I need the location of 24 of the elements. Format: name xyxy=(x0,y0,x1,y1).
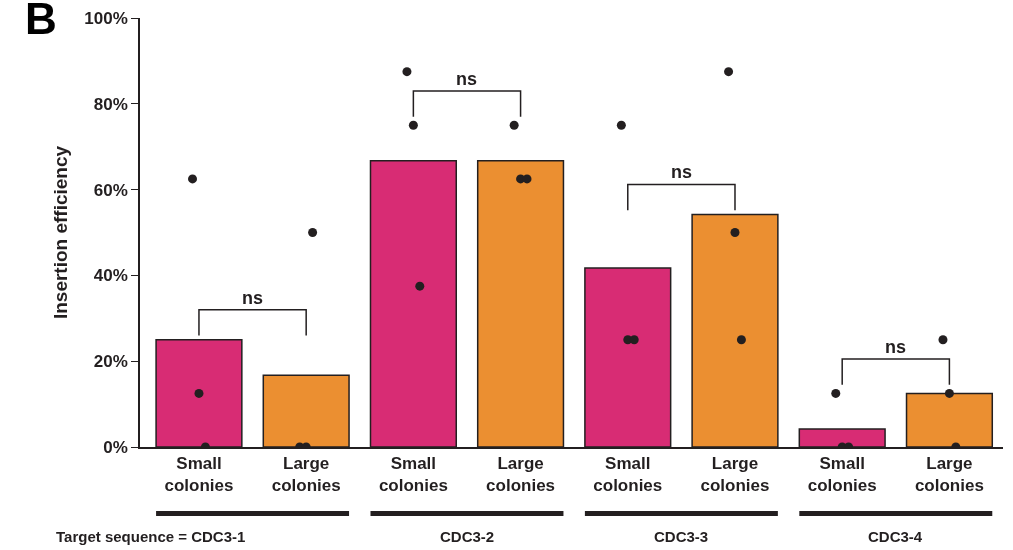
text: Target sequence = CDC3-1 xyxy=(56,528,246,545)
y-tick-label: 40% xyxy=(93,266,128,286)
y-tick-label: 0% xyxy=(103,437,128,457)
x-tick-label: Large colonies xyxy=(271,454,341,496)
x-tick-label: Large colonies xyxy=(486,454,556,496)
text: CDC3-4 xyxy=(868,528,923,545)
annotation: ns xyxy=(671,162,693,182)
text: B xyxy=(25,0,57,43)
annotation: ns xyxy=(242,288,264,308)
x-tick-label: Small colonies xyxy=(807,454,877,496)
annotation: ns xyxy=(456,69,478,89)
x-tick-label: Large colonies xyxy=(700,454,770,496)
x-tick-label: Small colonies xyxy=(593,454,663,496)
y-tick-label: 60% xyxy=(93,180,128,200)
y-tick-label: 80% xyxy=(93,94,128,114)
y-tick-label: 20% xyxy=(93,352,128,372)
text: CDC3-2 xyxy=(440,528,495,545)
x-tick-label: Small colonies xyxy=(378,454,448,496)
y-tick-label: 100% xyxy=(84,8,128,28)
x-tick-label: Large colonies xyxy=(914,454,984,496)
y-axis-title: Insertion efficiency xyxy=(49,145,71,320)
x-tick-label: Small colonies xyxy=(164,454,234,496)
text: CDC3-3 xyxy=(654,528,709,545)
annotation: ns xyxy=(885,337,907,357)
